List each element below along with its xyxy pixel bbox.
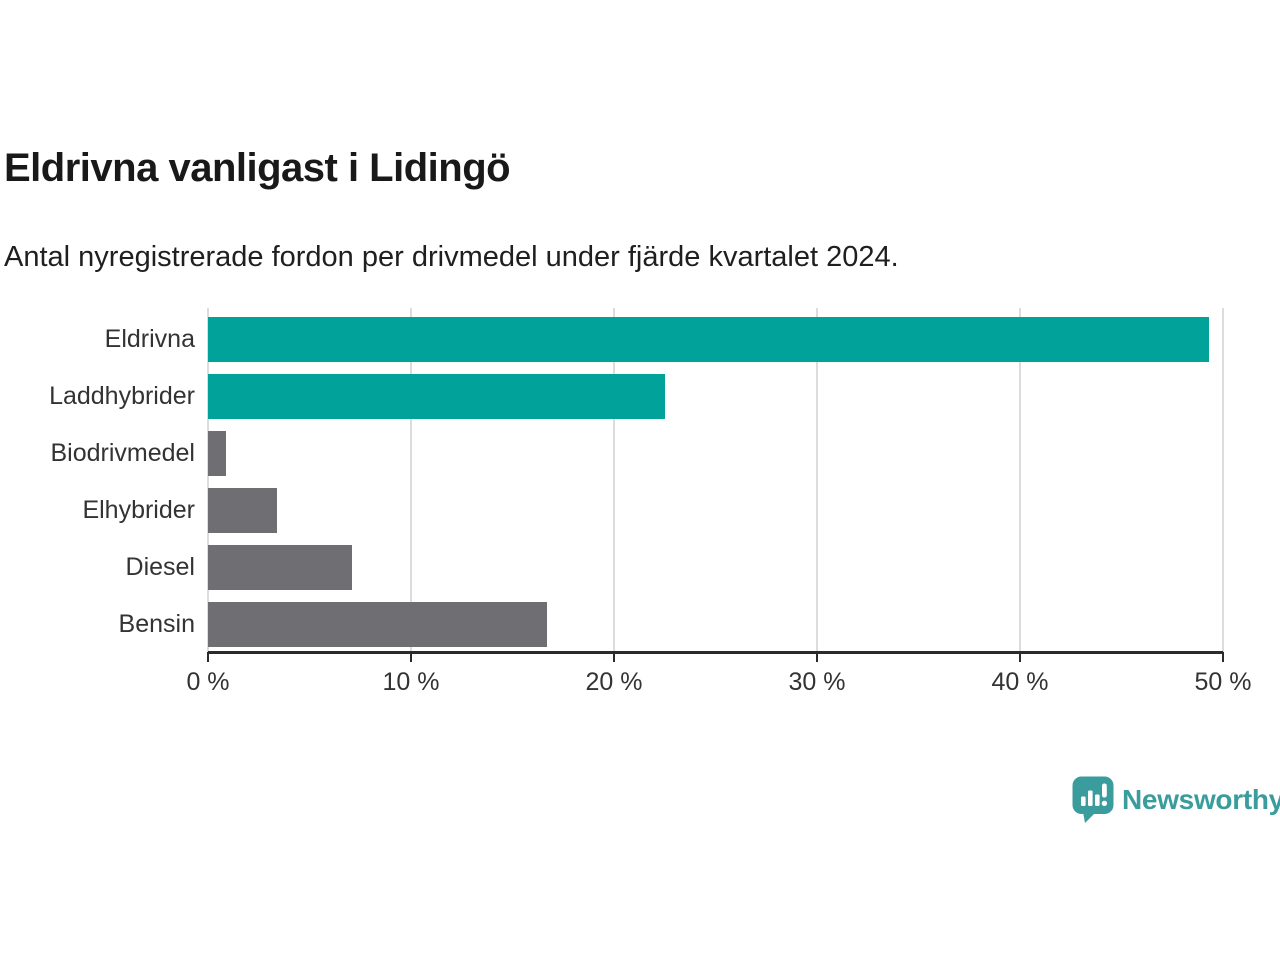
gridline-40: [1019, 308, 1021, 652]
category-label-biodrivmedel: Biodrivmedel: [50, 439, 195, 467]
x-tick-10: [410, 652, 412, 662]
gridline-20: [613, 308, 615, 652]
category-label-diesel: Diesel: [125, 553, 195, 581]
bar-biodrivmedel: [208, 431, 227, 476]
bar-eldrivna: [208, 317, 1209, 362]
bar-diesel: [208, 545, 353, 590]
chart-title: Eldrivna vanligast i Lidingö: [4, 146, 511, 190]
newsworthy-branding: Newsworthy: [1072, 776, 1280, 823]
x-tick-40: [1019, 652, 1021, 662]
gridline-30: [816, 308, 818, 652]
x-tick-label-30: 30 %: [788, 668, 846, 696]
category-label-elhybrider: Elhybrider: [82, 496, 195, 524]
x-tick-0: [207, 652, 209, 662]
newsworthy-logo-icon: [1072, 776, 1114, 823]
bar-bensin: [208, 602, 547, 647]
bar-elhybrider: [208, 488, 278, 533]
gridline-10: [410, 308, 412, 652]
gridline-0: [207, 308, 209, 652]
x-tick-20: [613, 652, 615, 662]
category-label-eldrivna: Eldrivna: [104, 325, 195, 353]
x-tick-label-50: 50 %: [1194, 668, 1252, 696]
x-tick-label-0: 0 %: [186, 668, 230, 696]
gridline-50: [1222, 308, 1224, 652]
x-tick-50: [1222, 652, 1224, 662]
newsworthy-logo-text: Newsworthy: [1122, 783, 1280, 815]
x-axis-line: [208, 651, 1223, 654]
chart-subtitle: Antal nyregistrerade fordon per drivmede…: [4, 241, 899, 273]
x-tick-label-40: 40 %: [991, 668, 1049, 696]
x-tick-label-20: 20 %: [585, 668, 643, 696]
x-tick-label-10: 10 %: [382, 668, 440, 696]
bar-laddhybrider: [208, 374, 665, 419]
category-label-laddhybrider: Laddhybrider: [49, 382, 195, 410]
category-label-bensin: Bensin: [118, 610, 195, 638]
plot-area: 0 % 10 % 20 % 30 % 40 % 50 %: [186, 308, 1251, 696]
x-tick-30: [816, 652, 818, 662]
